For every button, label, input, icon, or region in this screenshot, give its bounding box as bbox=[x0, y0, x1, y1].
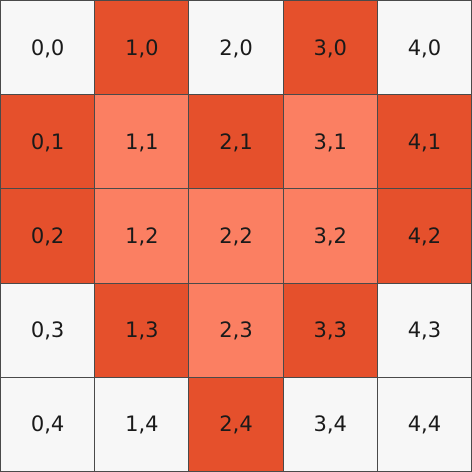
grid-cell[interactable]: 3,2 bbox=[283, 189, 377, 283]
grid-cell[interactable]: 1,0 bbox=[95, 1, 189, 95]
grid-cell[interactable]: 4,3 bbox=[377, 283, 471, 377]
grid-cell[interactable]: 1,4 bbox=[95, 377, 189, 471]
grid-cell[interactable]: 4,2 bbox=[377, 189, 471, 283]
grid-cell[interactable]: 1,2 bbox=[95, 189, 189, 283]
grid-cell[interactable]: 2,4 bbox=[189, 377, 283, 471]
grid-cell[interactable]: 0,3 bbox=[1, 283, 95, 377]
grid-cell[interactable]: 3,1 bbox=[283, 95, 377, 189]
grid-cell[interactable]: 2,1 bbox=[189, 95, 283, 189]
grid-cell[interactable]: 1,3 bbox=[95, 283, 189, 377]
grid-cell[interactable]: 4,0 bbox=[377, 1, 471, 95]
grid-cell[interactable]: 4,4 bbox=[377, 377, 471, 471]
grid-cell[interactable]: 4,1 bbox=[377, 95, 471, 189]
grid-cell[interactable]: 3,3 bbox=[283, 283, 377, 377]
grid-cell[interactable]: 2,2 bbox=[189, 189, 283, 283]
grid-cell[interactable]: 2,3 bbox=[189, 283, 283, 377]
grid-cell[interactable]: 0,0 bbox=[1, 1, 95, 95]
grid-cell[interactable]: 3,4 bbox=[283, 377, 377, 471]
grid-cell[interactable]: 2,0 bbox=[189, 1, 283, 95]
grid-cell[interactable]: 0,4 bbox=[1, 377, 95, 471]
grid-cell[interactable]: 1,1 bbox=[95, 95, 189, 189]
grid-cell[interactable]: 0,2 bbox=[1, 189, 95, 283]
grid-cell[interactable]: 0,1 bbox=[1, 95, 95, 189]
grid-cell[interactable]: 3,0 bbox=[283, 1, 377, 95]
